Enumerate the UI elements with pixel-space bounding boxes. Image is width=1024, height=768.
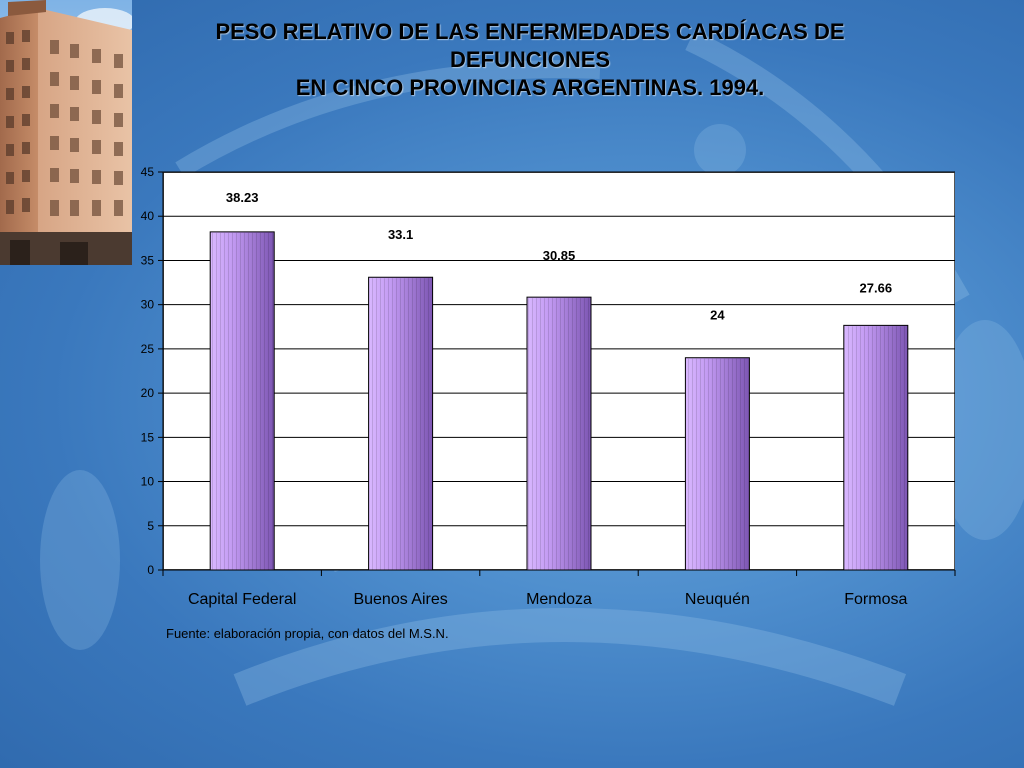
y-tick-label: 5 [147, 519, 154, 533]
y-tick-label: 0 [147, 563, 154, 577]
y-tick-label: 25 [141, 342, 155, 356]
slide-title: PESO RELATIVO DE LAS ENFERMEDADES CARDÍA… [150, 18, 910, 102]
bar-texture-0 [211, 232, 274, 570]
data-label: 33.1 [388, 227, 413, 242]
data-label: 38.23 [226, 190, 259, 205]
y-tick-label: 15 [141, 430, 155, 444]
data-label: 30.85 [543, 248, 576, 263]
y-tick-label: 30 [141, 298, 155, 312]
bar-texture-1 [369, 278, 432, 570]
x-category-label: Buenos Aires [353, 591, 447, 608]
x-category-label: Neuquén [685, 591, 750, 608]
y-tick-label: 45 [141, 165, 155, 179]
x-category-label: Formosa [844, 591, 907, 608]
title-line-3: EN CINCO PROVINCIAS ARGENTINAS. 1994. [295, 75, 765, 100]
source-note: Fuente: elaboración propia, con datos de… [166, 626, 449, 641]
bar-texture-3 [686, 358, 749, 570]
data-label: 27.66 [860, 280, 893, 295]
building-photo [0, 0, 132, 265]
y-tick-label: 20 [141, 386, 155, 400]
bar-texture-2 [528, 298, 590, 570]
y-tick-label: 35 [141, 253, 155, 267]
x-category-label: Mendoza [526, 591, 592, 608]
data-label: 24 [710, 308, 725, 323]
x-category-label: Capital Federal [188, 591, 297, 608]
y-tick-label: 40 [141, 209, 155, 223]
title-line-2: DEFUNCIONES [449, 47, 611, 72]
title-line-1: PESO RELATIVO DE LAS ENFERMEDADES CARDÍA… [215, 19, 845, 44]
y-tick-label: 10 [141, 475, 155, 489]
bar-texture-4 [844, 326, 907, 570]
